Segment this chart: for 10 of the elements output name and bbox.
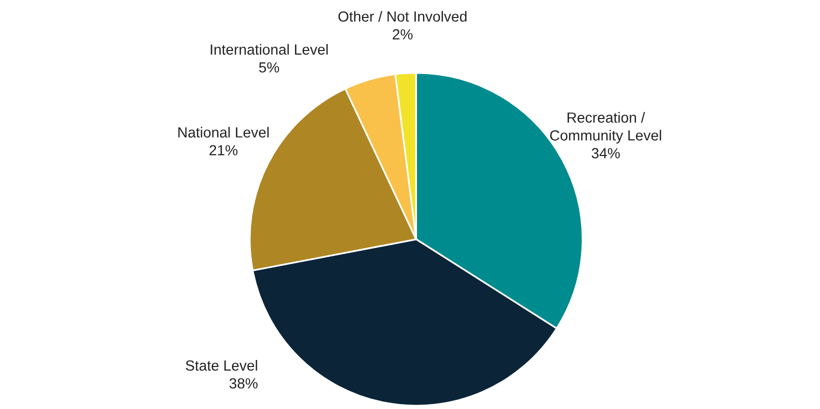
slice-label: International Level [210, 44, 328, 55]
data-label: 5% [259, 62, 280, 73]
data-label: 21% [210, 145, 238, 156]
slice-label: Recreation / Community Level [550, 112, 662, 144]
data-label: 34% [592, 148, 620, 158]
slice-label: State Level [186, 360, 258, 371]
slice-label: Other / Not Involved [338, 10, 466, 22]
data-label: 38% [229, 378, 258, 389]
slice-label: National Level [178, 126, 269, 138]
data-label: 2% [392, 29, 413, 40]
